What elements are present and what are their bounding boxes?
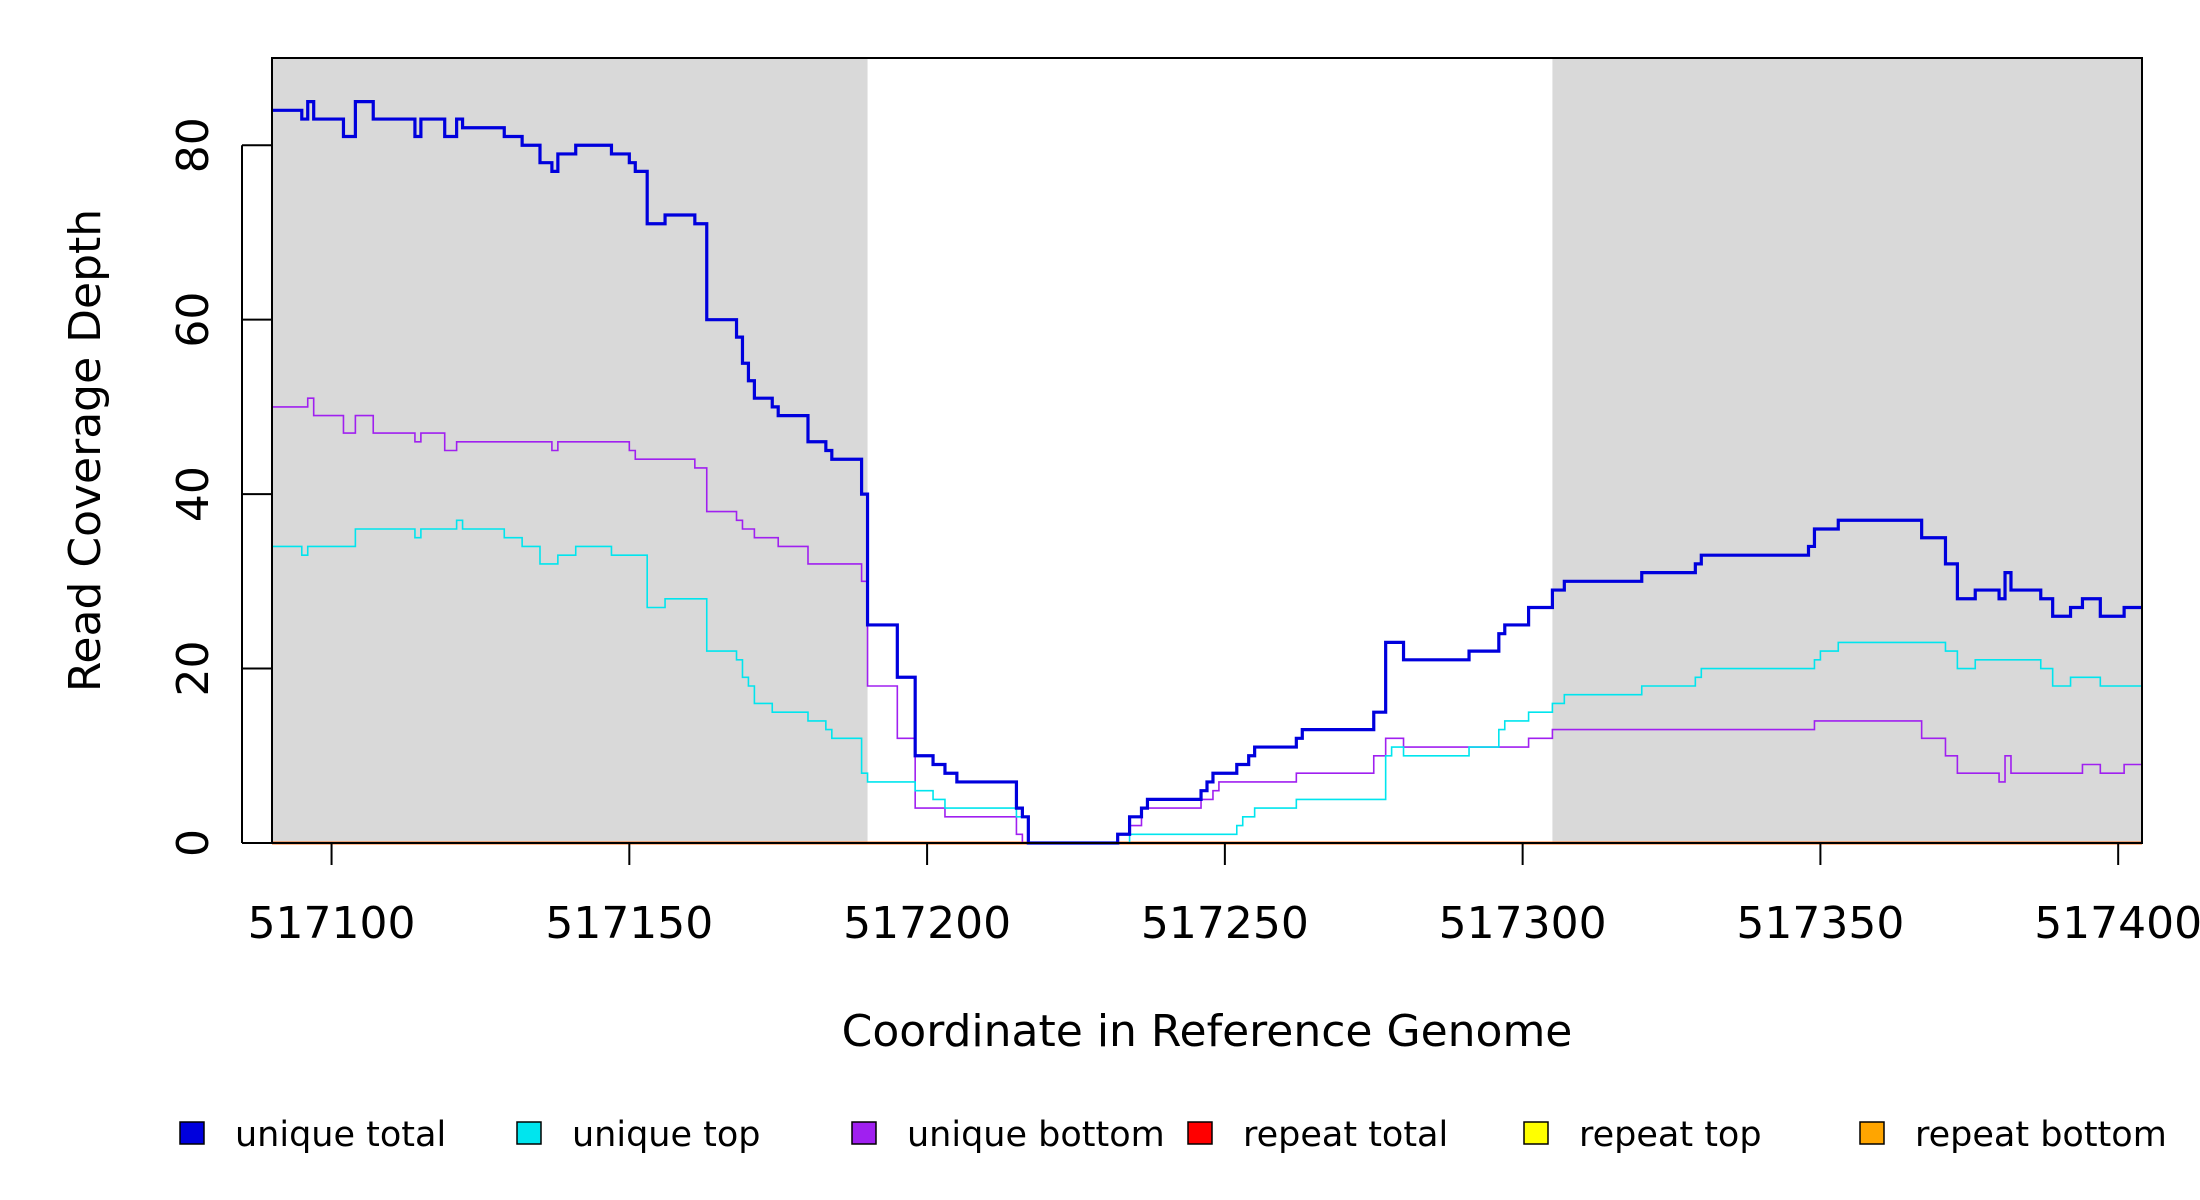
plot-frame — [271, 57, 2143, 844]
legend-swatch-repeat-bottom — [1859, 1121, 1885, 1145]
y-tick-label: 20 — [168, 641, 219, 697]
x-tick-label: 517100 — [248, 898, 416, 949]
series-line-unique-top — [272, 519, 2142, 844]
x-tick-label: 517200 — [843, 898, 1011, 949]
legend: unique total unique top unique bottom repea… — [179, 1115, 2167, 1155]
y-axis-title: Read Coverage Depth — [60, 209, 111, 692]
y-axis: 0 20 40 60 80 — [168, 117, 272, 857]
y-tick-label: 80 — [168, 117, 219, 173]
x-tick-label: 517400 — [2034, 898, 2200, 949]
legend-label-repeat-top: repeat top — [1579, 1115, 1762, 1155]
shaded-regions — [272, 58, 2142, 843]
legend-swatch-unique-top — [516, 1121, 542, 1145]
x-tick-label: 517300 — [1439, 898, 1607, 949]
y-tick-label: 60 — [168, 292, 219, 348]
x-tick-label: 517350 — [1736, 898, 1904, 949]
y-tick-label: 40 — [168, 466, 219, 522]
x-axis: 517100 517150 517200 517250 517300 517350 5174… — [248, 843, 2200, 949]
shaded-region-1 — [1552, 58, 2142, 843]
y-tick-label: 0 — [168, 829, 219, 857]
legend-label-unique-bottom: unique bottom — [907, 1115, 1165, 1155]
series-line-unique-total — [272, 100, 2142, 845]
legend-swatch-repeat-total — [1187, 1121, 1213, 1145]
x-tick-label: 517150 — [545, 898, 713, 949]
legend-label-repeat-bottom: repeat bottom — [1915, 1115, 2167, 1155]
legend-label-unique-total: unique total — [235, 1115, 446, 1155]
legend-swatch-repeat-top — [1523, 1121, 1549, 1145]
x-tick-label: 517250 — [1141, 898, 1309, 949]
x-axis-title: Coordinate in Reference Genome — [842, 1006, 1573, 1057]
legend-label-unique-top: unique top — [572, 1115, 761, 1155]
legend-swatch-unique-total — [179, 1121, 205, 1145]
legend-label-repeat-total: repeat total — [1243, 1115, 1448, 1155]
legend-swatch-unique-bottom — [851, 1121, 877, 1145]
shaded-region-0 — [272, 58, 868, 843]
